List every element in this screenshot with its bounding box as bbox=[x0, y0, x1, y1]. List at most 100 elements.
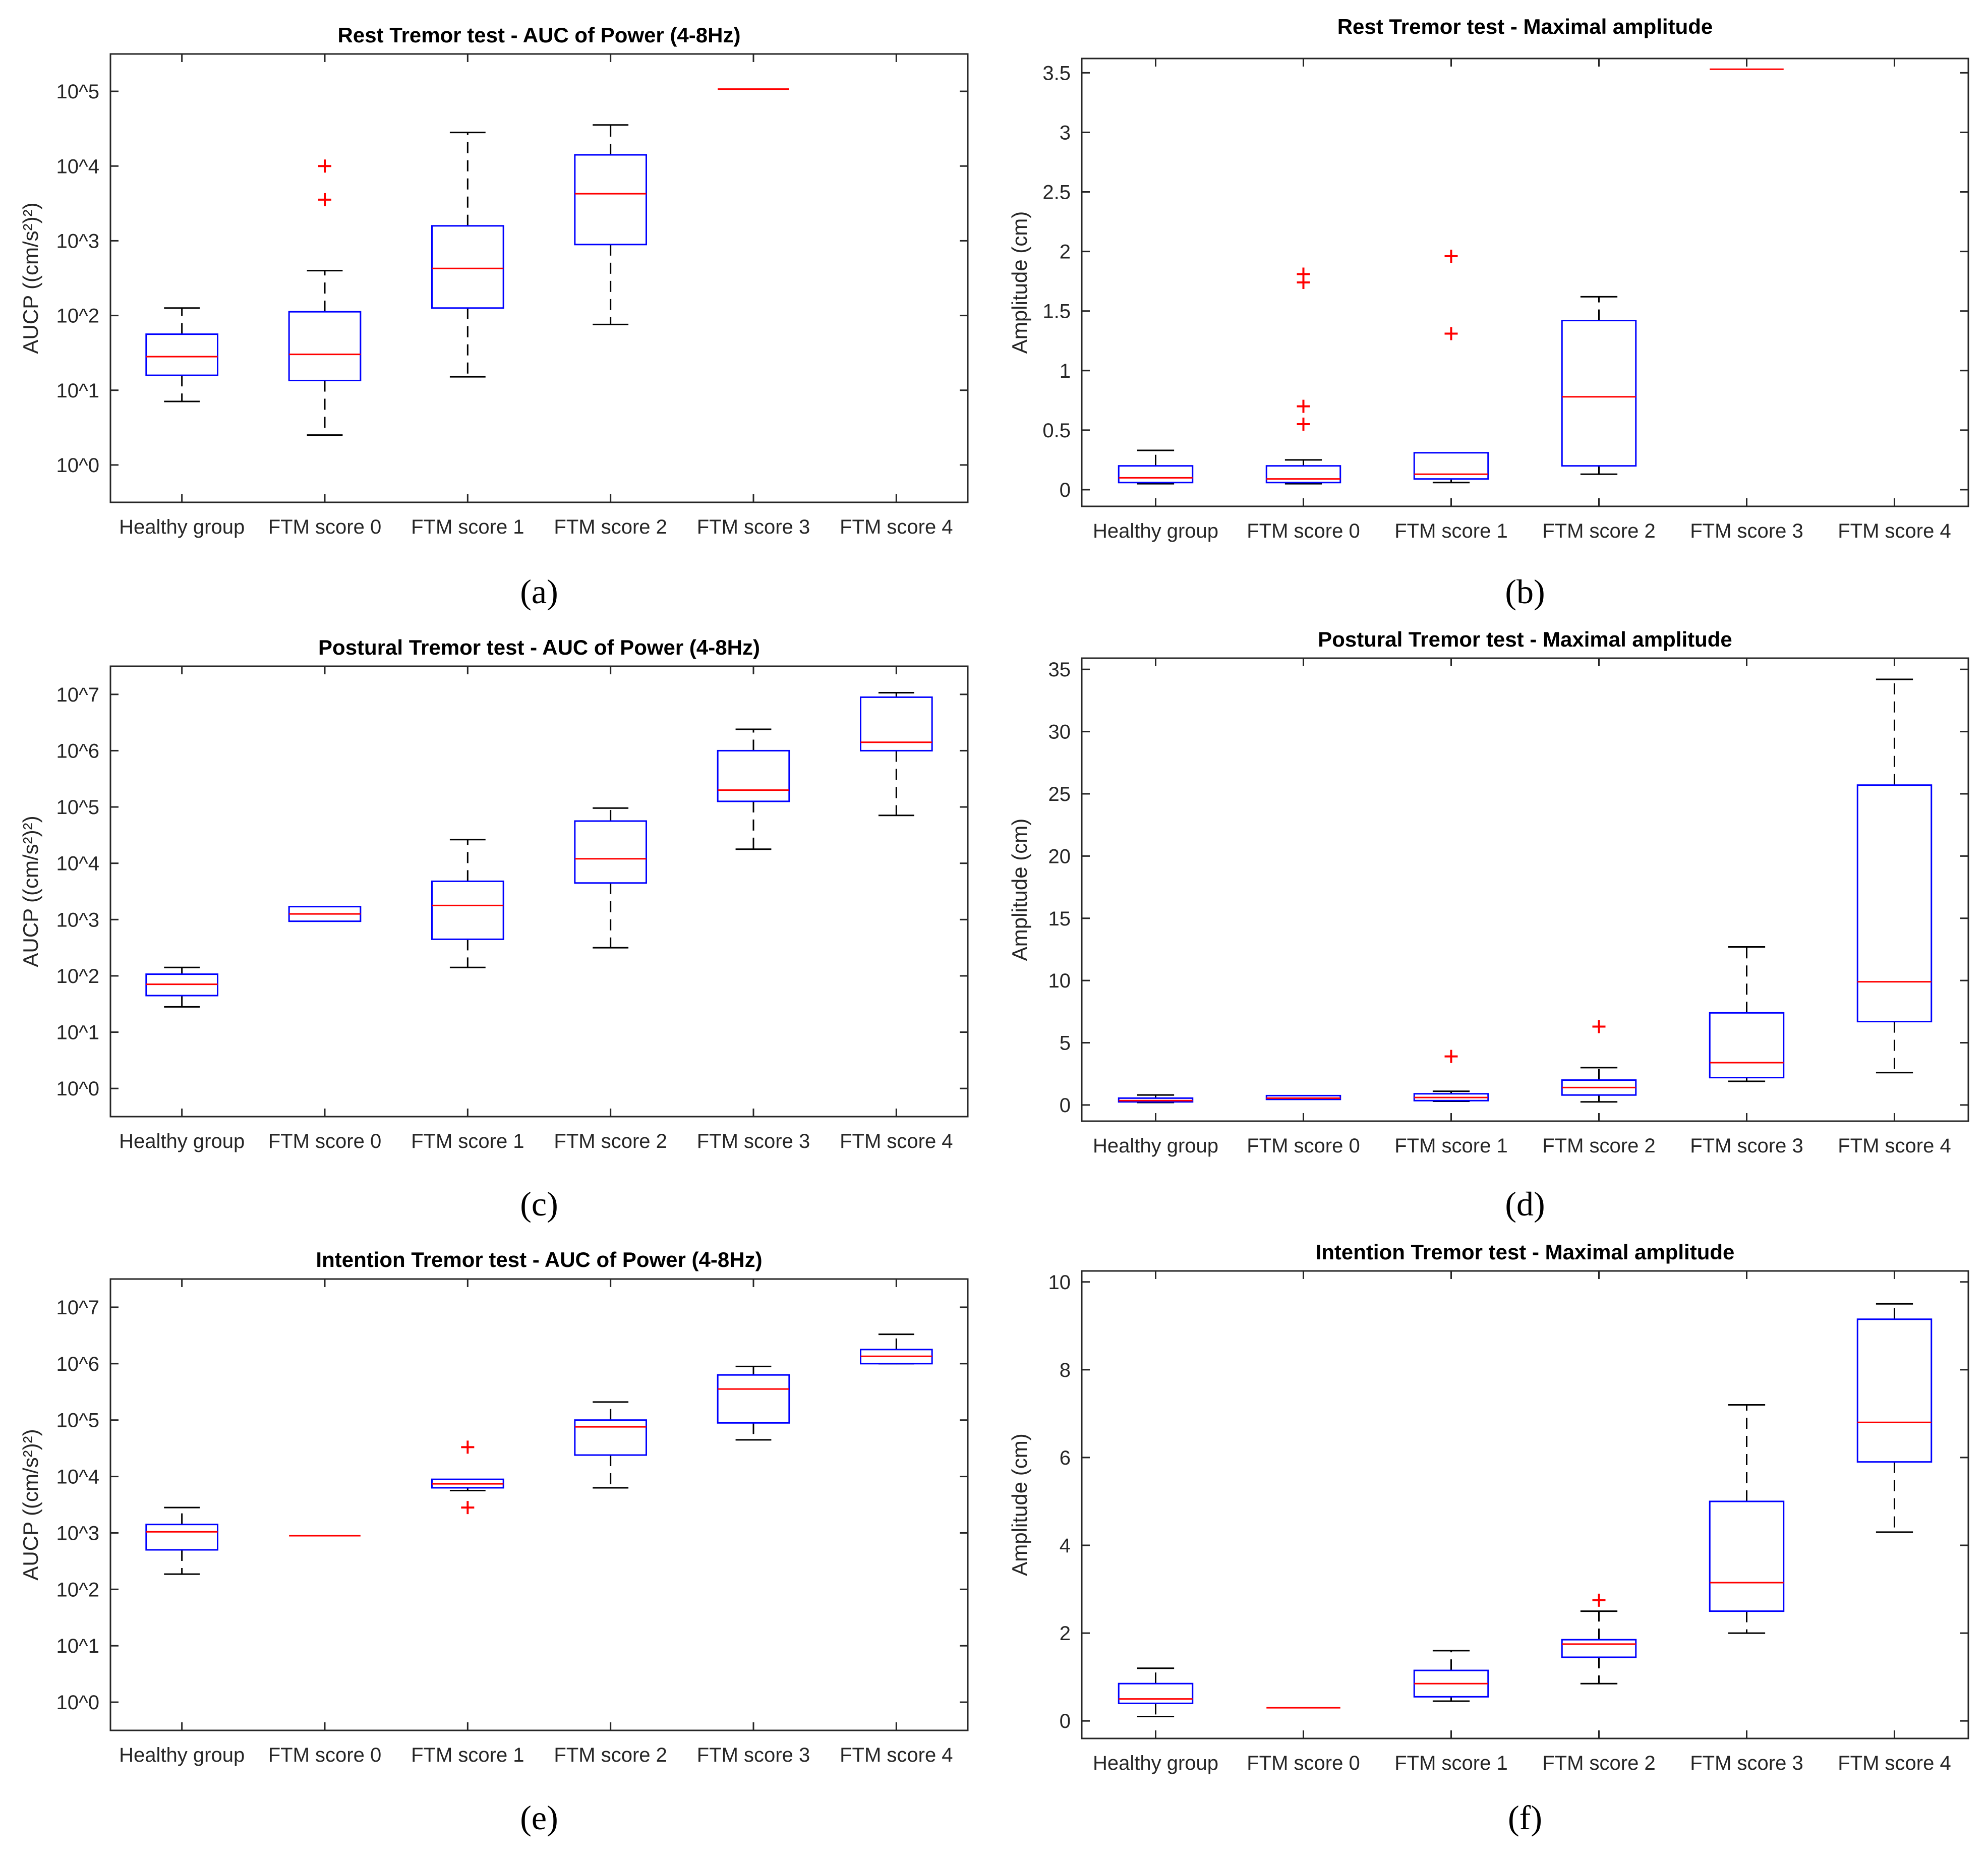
x-tick-label: FTM score 0 bbox=[268, 516, 381, 538]
box-iqr bbox=[717, 749, 790, 802]
box-iqr bbox=[574, 1419, 648, 1456]
x-tick-label: FTM score 2 bbox=[554, 1744, 667, 1766]
x-tick-label: Healthy group bbox=[1093, 1135, 1218, 1157]
axes-frame bbox=[1081, 1270, 1969, 1739]
y-tick-label: 15 bbox=[1048, 908, 1071, 930]
y-tick-label: 35 bbox=[1048, 659, 1071, 681]
axes-frame bbox=[1081, 657, 1969, 1122]
x-tick-label: FTM score 4 bbox=[840, 1744, 953, 1766]
chart-title: Rest Tremor test - AUC of Power (4-8Hz) bbox=[338, 23, 741, 47]
y-tick-label: 10^5 bbox=[56, 796, 99, 819]
box-3 bbox=[1561, 1593, 1637, 1685]
x-tick-label: Healthy group bbox=[119, 1744, 245, 1766]
box-iqr bbox=[1709, 1500, 1785, 1612]
x-tick-label: FTM score 3 bbox=[1690, 1135, 1803, 1157]
box-3 bbox=[574, 124, 648, 325]
x-tick-label: FTM score 4 bbox=[1838, 520, 1951, 542]
y-tick-label: 10^0 bbox=[56, 1078, 99, 1100]
y-tick-label: 10^7 bbox=[56, 1297, 99, 1319]
x-tick-label: FTM score 0 bbox=[268, 1130, 381, 1152]
chart-panel-e: Intention Tremor test - AUC of Power (4-… bbox=[19, 1248, 969, 1837]
y-tick-label: 0 bbox=[1060, 1094, 1071, 1117]
y-tick-label: 0.5 bbox=[1042, 420, 1071, 442]
x-tick-label: FTM score 4 bbox=[1838, 1135, 1951, 1157]
y-tick-label: 10^1 bbox=[56, 1022, 99, 1044]
y-tick-label: 20 bbox=[1048, 845, 1071, 867]
y-tick-label: 2.5 bbox=[1042, 182, 1071, 204]
box-iqr bbox=[288, 311, 362, 381]
panel-label: (b) bbox=[1505, 572, 1545, 611]
x-tick-label: Healthy group bbox=[1093, 520, 1218, 542]
box-1 bbox=[1265, 267, 1341, 485]
y-tick-label: 10^6 bbox=[56, 740, 99, 762]
chart-panel-b: Rest Tremor test - Maximal amplitude 0 0.5… bbox=[1008, 15, 1969, 611]
panel-label: (a) bbox=[520, 572, 558, 611]
box-2 bbox=[431, 1440, 504, 1515]
y-tick-label: 5 bbox=[1060, 1032, 1071, 1055]
chart-panel-c: Postural Tremor test - AUC of Power (4-8… bbox=[19, 635, 969, 1223]
box-2 bbox=[1413, 250, 1489, 484]
y-axis-label: Amplitude (cm) bbox=[1008, 211, 1031, 354]
box-iqr bbox=[1856, 784, 1933, 1023]
box-iqr bbox=[1118, 1682, 1194, 1704]
box-iqr bbox=[860, 696, 933, 751]
box-iqr bbox=[1709, 1012, 1785, 1079]
y-tick-label: 10^3 bbox=[56, 230, 99, 252]
box-0 bbox=[145, 307, 219, 402]
x-tick-label: FTM score 2 bbox=[1542, 1135, 1655, 1157]
y-tick-label: 10^4 bbox=[56, 155, 99, 178]
outlier-marker bbox=[1444, 250, 1458, 263]
box-1 bbox=[288, 906, 362, 922]
box-0 bbox=[1118, 449, 1194, 485]
outlier-marker bbox=[1592, 1020, 1606, 1033]
outlier-marker bbox=[1297, 399, 1310, 413]
outlier-marker bbox=[1444, 1050, 1458, 1063]
box-iqr bbox=[1856, 1318, 1933, 1463]
box-iqr bbox=[1265, 465, 1341, 484]
y-tick-label: 10^5 bbox=[56, 1410, 99, 1432]
box-2 bbox=[1413, 1650, 1489, 1702]
x-tick-label: Healthy group bbox=[1093, 1752, 1218, 1774]
x-tick-label: FTM score 3 bbox=[1690, 1752, 1803, 1774]
x-tick-label: FTM score 2 bbox=[554, 1130, 667, 1152]
x-tick-label: FTM score 0 bbox=[1247, 1752, 1360, 1774]
box-iqr bbox=[1561, 1639, 1637, 1658]
x-tick-label: FTM score 0 bbox=[1247, 1135, 1360, 1157]
y-tick-label: 6 bbox=[1060, 1447, 1071, 1469]
y-tick-label: 2 bbox=[1060, 241, 1071, 263]
outlier-marker bbox=[461, 1440, 475, 1454]
y-tick-label: 10^0 bbox=[56, 454, 99, 477]
y-tick-label: 10^7 bbox=[56, 684, 99, 706]
box-4 bbox=[1709, 1404, 1785, 1634]
y-tick-label: 10^3 bbox=[56, 1522, 99, 1544]
y-tick-label: 0 bbox=[1060, 1710, 1071, 1732]
panel-label: (f) bbox=[1508, 1798, 1542, 1837]
outlier-marker bbox=[461, 1501, 475, 1515]
box-iqr bbox=[574, 154, 648, 246]
axes-frame bbox=[109, 1278, 969, 1731]
y-axis-label: AUCP ((cm/s²)²) bbox=[19, 816, 42, 967]
chart-title: Rest Tremor test - Maximal amplitude bbox=[1337, 15, 1713, 38]
panel-label: (d) bbox=[1505, 1185, 1545, 1223]
y-tick-label: 8 bbox=[1060, 1359, 1071, 1381]
y-axis-label: AUCP ((cm/s²)²) bbox=[19, 202, 42, 354]
y-tick-label: 25 bbox=[1048, 783, 1071, 805]
y-axis-label: Amplitude (cm) bbox=[1008, 1433, 1031, 1576]
x-tick-label: FTM score 3 bbox=[697, 516, 810, 538]
panel-label: (e) bbox=[520, 1798, 558, 1837]
y-tick-label: 10 bbox=[1048, 1271, 1071, 1294]
y-tick-label: 10^1 bbox=[56, 1635, 99, 1657]
box-iqr bbox=[145, 1524, 219, 1551]
box-iqr bbox=[145, 333, 219, 376]
box-5 bbox=[860, 1333, 933, 1365]
x-tick-label: FTM score 1 bbox=[1394, 520, 1507, 542]
y-tick-label: 4 bbox=[1060, 1535, 1071, 1557]
box-3 bbox=[1561, 296, 1637, 475]
y-axis-label: Amplitude (cm) bbox=[1008, 819, 1031, 961]
chart-title: Postural Tremor test - AUC of Power (4-8… bbox=[318, 635, 760, 659]
box-0 bbox=[145, 1506, 219, 1575]
y-tick-label: 1 bbox=[1060, 360, 1071, 382]
box-iqr bbox=[1413, 452, 1489, 480]
box-5 bbox=[1856, 678, 1933, 1074]
